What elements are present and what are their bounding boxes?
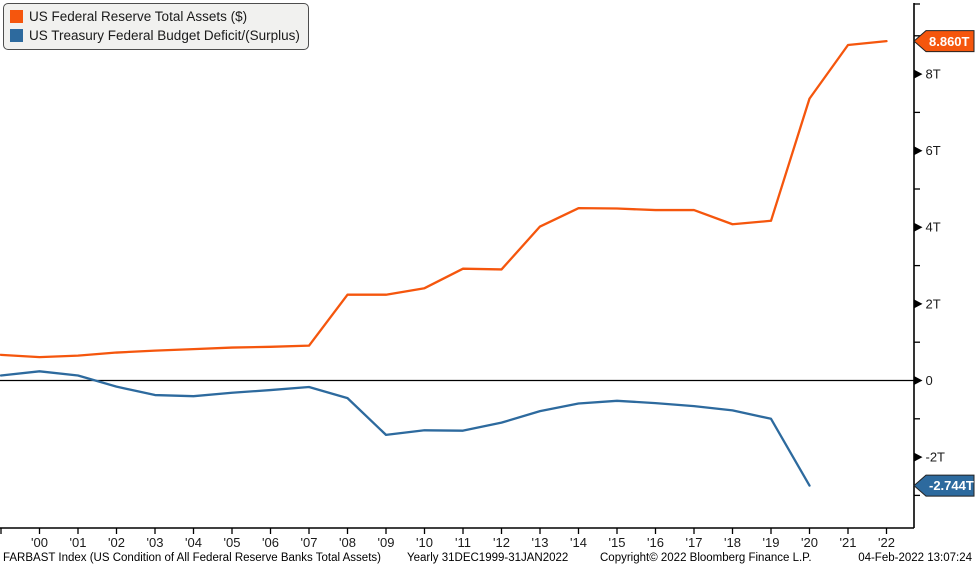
y-axis-tick-label: 0 <box>926 373 933 388</box>
x-axis-tick-label: '18 <box>724 535 741 550</box>
x-axis-tick-label: '20 <box>801 535 818 550</box>
x-axis-tick-label: '14 <box>570 535 587 550</box>
x-axis-tick-label: '22 <box>878 535 895 550</box>
fed-assets-last-value-badge <box>913 30 975 53</box>
x-axis-tick-label: '05 <box>224 535 241 550</box>
x-axis-tick-label: '06 <box>262 535 279 550</box>
legend-label-fed-assets: US Federal Reserve Total Assets ($) <box>29 9 248 24</box>
footer-copyright: Copyright© 2022 Bloomberg Finance L.P. <box>600 552 812 564</box>
x-axis-tick-label: '00 <box>31 535 48 550</box>
y-axis-major-tick-icon <box>914 69 923 79</box>
y-axis-major-tick-icon <box>914 146 923 156</box>
x-axis-tick-label: '09 <box>378 535 395 550</box>
y-axis-tick-label: 8T <box>926 67 941 82</box>
legend-label-budget-deficit: US Treasury Federal Budget Deficit/(Surp… <box>29 28 300 43</box>
x-axis-tick-label: '16 <box>647 535 664 550</box>
x-axis-tick-label: '02 <box>108 535 125 550</box>
footer-security-description: FARBAST Index (US Condition of All Feder… <box>3 552 381 564</box>
x-axis-tick-label: '21 <box>840 535 857 550</box>
x-axis-tick-label: '07 <box>301 535 318 550</box>
legend-item-fed-assets[interactable]: US Federal Reserve Total Assets ($) <box>10 7 300 26</box>
budget-deficit-last-value-badge <box>913 474 975 497</box>
y-axis-major-tick-icon <box>914 452 923 462</box>
footer-timestamp: 04-Feb-2022 13:07:24 <box>858 552 972 564</box>
x-axis-tick-label: '10 <box>416 535 433 550</box>
legend-swatch-blue-icon <box>10 29 23 42</box>
x-axis-tick-label: '17 <box>686 535 703 550</box>
legend-item-budget-deficit[interactable]: US Treasury Federal Budget Deficit/(Surp… <box>10 26 300 45</box>
y-axis-major-tick-icon <box>914 222 923 232</box>
footer-periodicity: Yearly 31DEC1999-31JAN2022 <box>407 552 569 564</box>
x-axis-tick-label: '03 <box>147 535 164 550</box>
y-axis-tick-label: 2T <box>926 296 941 311</box>
badge-value-label: 8.860T <box>929 34 970 49</box>
fed-assets-line <box>0 40 888 359</box>
chart-footer: FARBAST Index (US Condition of All Feder… <box>0 550 975 567</box>
y-axis-major-tick-icon <box>914 299 923 309</box>
y-axis-tick-label: 4T <box>926 220 941 235</box>
budget-deficit-line <box>0 370 811 487</box>
legend-swatch-orange-icon <box>10 10 23 23</box>
x-axis-tick-label: '19 <box>763 535 780 550</box>
x-axis-tick-label: '01 <box>70 535 87 550</box>
chart-legend: US Federal Reserve Total Assets ($) US T… <box>3 3 309 50</box>
x-axis-tick-label: '15 <box>609 535 626 550</box>
x-axis-tick-label: '11 <box>455 535 471 550</box>
x-axis-tick-label: '12 <box>493 535 510 550</box>
x-axis-tick-label: '04 <box>185 535 202 550</box>
y-axis-major-tick-icon <box>914 376 923 385</box>
x-axis-tick-label: '08 <box>339 535 356 550</box>
x-axis-tick-label: '13 <box>532 535 549 550</box>
y-axis-tick-label: 6T <box>926 143 941 158</box>
badge-value-label: -2.744T <box>929 478 974 493</box>
y-axis-tick-label: -2T <box>926 450 946 465</box>
